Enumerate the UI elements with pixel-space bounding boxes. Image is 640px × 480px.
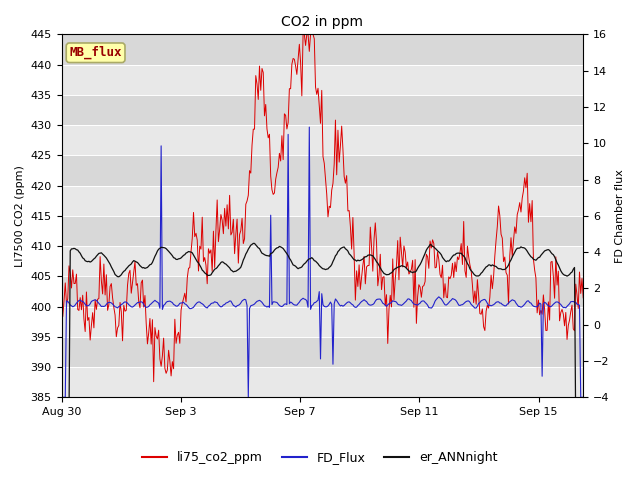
Bar — [61, 186, 583, 216]
Y-axis label: LI7500 CO2 (ppm): LI7500 CO2 (ppm) — [15, 165, 25, 267]
Bar — [61, 156, 583, 186]
Bar — [61, 276, 583, 307]
Y-axis label: FD Chamber flux: FD Chamber flux — [615, 169, 625, 263]
Bar — [61, 246, 583, 276]
Bar — [61, 307, 583, 337]
Bar — [61, 337, 583, 367]
Bar — [61, 65, 583, 95]
Bar — [61, 216, 583, 246]
Bar — [61, 95, 583, 125]
Title: CO2 in ppm: CO2 in ppm — [282, 15, 364, 29]
Legend: li75_co2_ppm, FD_Flux, er_ANNnight: li75_co2_ppm, FD_Flux, er_ANNnight — [137, 446, 503, 469]
Bar — [61, 35, 583, 65]
Bar — [61, 367, 583, 397]
Text: MB_flux: MB_flux — [69, 46, 122, 60]
Bar — [61, 125, 583, 156]
